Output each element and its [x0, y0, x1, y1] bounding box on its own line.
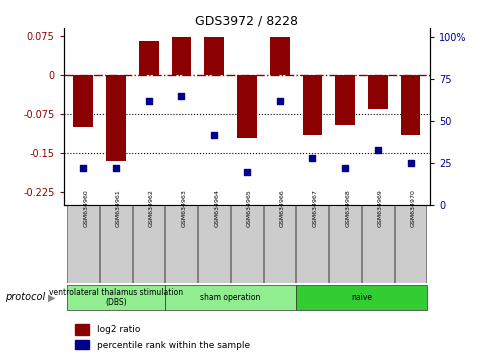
Bar	[67, 285, 164, 310]
Bar	[106, 75, 125, 161]
Text: sham operation: sham operation	[200, 293, 260, 302]
Bar	[302, 75, 322, 135]
Bar	[73, 75, 93, 127]
Point	[308, 155, 316, 161]
Text: percentile rank within the sample: percentile rank within the sample	[96, 341, 249, 350]
Text: GSM634963: GSM634963	[181, 189, 186, 227]
Bar	[335, 75, 354, 125]
Text: GSM634968: GSM634968	[345, 189, 349, 227]
Bar	[67, 205, 99, 283]
Text: GSM634966: GSM634966	[279, 189, 284, 227]
Bar	[237, 75, 256, 138]
Point	[210, 132, 218, 137]
Text: GSM634967: GSM634967	[312, 189, 317, 227]
Text: GSM634960: GSM634960	[83, 189, 88, 227]
Point	[144, 98, 152, 104]
Point	[177, 93, 185, 98]
Bar	[100, 205, 131, 283]
Text: GSM634964: GSM634964	[214, 189, 219, 227]
Bar	[132, 205, 164, 283]
Bar	[328, 205, 360, 283]
Bar	[296, 285, 426, 310]
Bar	[400, 75, 420, 135]
Bar	[165, 205, 197, 283]
Text: log2 ratio: log2 ratio	[96, 325, 140, 334]
Text: naive: naive	[350, 293, 371, 302]
Point	[275, 98, 283, 104]
Bar	[204, 37, 224, 75]
Bar	[74, 324, 89, 335]
Point	[406, 160, 414, 166]
Text: GSM634962: GSM634962	[148, 189, 153, 227]
Point	[243, 169, 250, 175]
Bar	[165, 285, 295, 310]
Text: GSM634965: GSM634965	[246, 189, 251, 227]
Bar	[198, 205, 229, 283]
Text: GSM634961: GSM634961	[116, 189, 121, 227]
Text: GSM634969: GSM634969	[377, 189, 382, 227]
Bar	[367, 75, 387, 109]
Text: ▶: ▶	[47, 292, 55, 302]
Bar	[296, 205, 327, 283]
Bar	[394, 205, 426, 283]
Text: protocol: protocol	[5, 292, 45, 302]
Bar	[230, 205, 262, 283]
Point	[373, 147, 381, 153]
Title: GDS3972 / 8228: GDS3972 / 8228	[195, 14, 298, 27]
Bar	[361, 205, 393, 283]
Bar	[139, 41, 158, 75]
Bar	[263, 205, 295, 283]
Bar	[171, 37, 191, 75]
Point	[112, 165, 120, 171]
Text: GSM634970: GSM634970	[410, 189, 415, 227]
Point	[79, 165, 87, 171]
Bar	[269, 37, 289, 75]
Point	[341, 165, 348, 171]
Text: ventrolateral thalamus stimulation
(DBS): ventrolateral thalamus stimulation (DBS)	[49, 288, 183, 307]
Bar	[74, 340, 89, 349]
